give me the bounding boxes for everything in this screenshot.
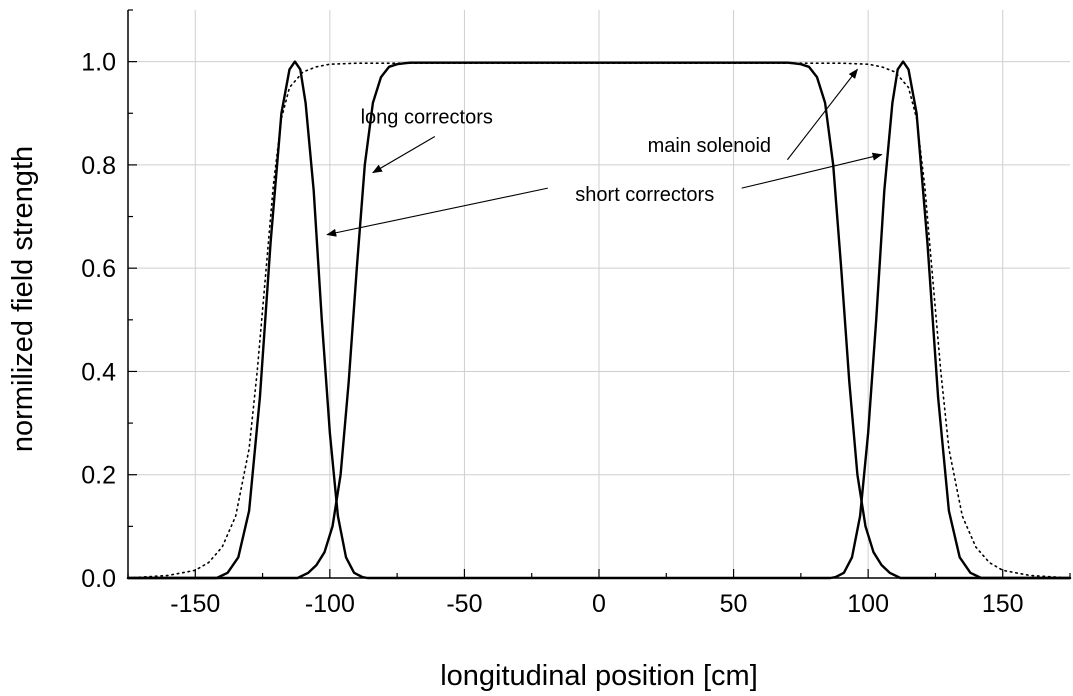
y-axis-title: normilized field strength (7, 146, 39, 452)
y-tick-label: 0.2 (81, 462, 116, 490)
x-tick-label: -100 (305, 590, 355, 618)
annotation-label-0: long correctors (361, 107, 493, 129)
annotation-label-1: main solenoid (648, 135, 771, 157)
x-tick-label: 0 (592, 590, 606, 618)
y-tick-label: 0.0 (81, 565, 116, 593)
y-tick-label: 0.8 (81, 152, 116, 180)
x-tick-label: 150 (982, 590, 1024, 618)
x-axis-tick-labels: -150 -100 -50 0 50 100 150 (170, 590, 1023, 618)
y-tick-label: 0.6 (81, 255, 116, 283)
annotations: long correctors main solenoid short correc… (326, 68, 883, 237)
long-correctors-arrow (372, 136, 436, 174)
y-tick-label: 1.0 (81, 49, 116, 77)
y-axis-tick-labels: 0.0 0.2 0.4 0.6 0.8 1.0 (81, 49, 116, 593)
x-tick-label: 50 (720, 590, 748, 618)
x-tick-label: 100 (847, 590, 889, 618)
x-tick-label: -150 (170, 590, 220, 618)
short-correctors-left-arrow (326, 187, 548, 237)
grid (128, 10, 1070, 579)
y-tick-label: 0.4 (81, 358, 116, 386)
series-line-0 (127, 62, 1071, 579)
x-axis-title: longitudinal position [cm] (440, 660, 758, 692)
x-tick-label: -50 (446, 590, 482, 618)
short-correctors-right-arrow (741, 152, 883, 189)
main-solenoid-arrow (786, 68, 858, 161)
axes (127, 9, 1071, 579)
annotation-label-2: short correctors (575, 184, 714, 206)
series-line-1 (126, 61, 1072, 580)
